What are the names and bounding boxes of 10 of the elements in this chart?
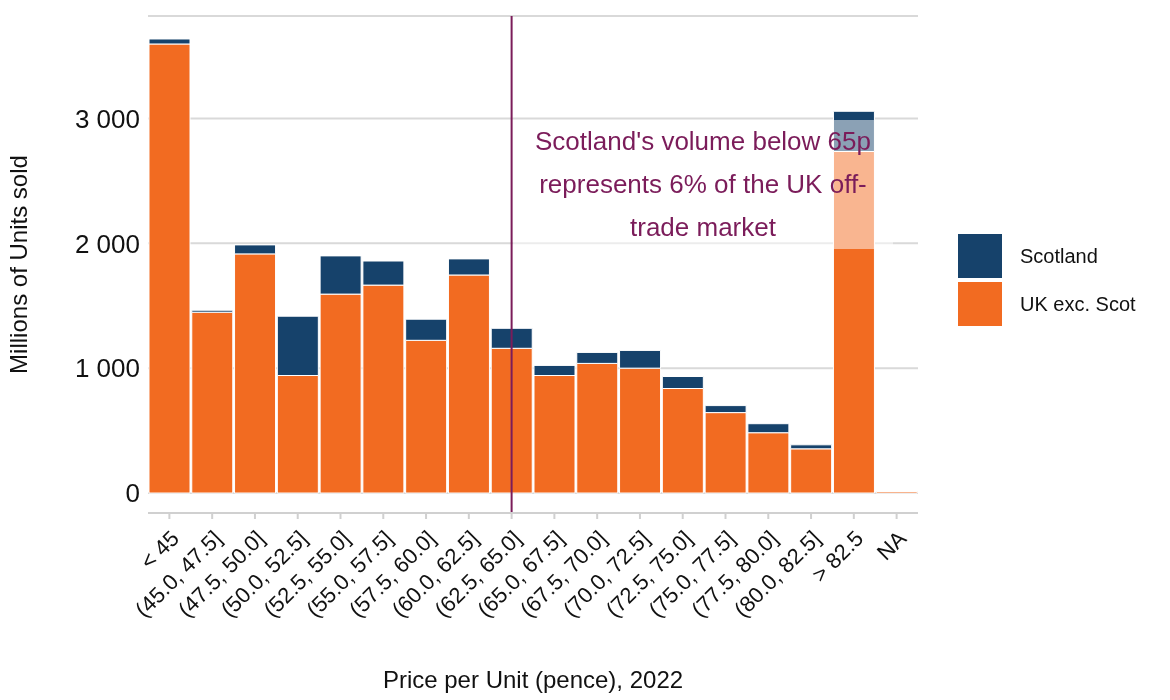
y-tick-label: 3 000 <box>74 103 140 134</box>
legend-label: UK exc. Scot <box>1020 292 1136 316</box>
y-tick-label: 0 <box>125 478 140 509</box>
x-axis-title: Price per Unit (pence), 2022 <box>382 666 684 693</box>
y-axis-title: Millions of Units sold <box>4 155 32 374</box>
y-tick-label: 1 000 <box>74 353 140 384</box>
y-tick-label: 2 000 <box>74 228 140 259</box>
legend-label: Scotland <box>1020 244 1098 268</box>
x-tick-label: NA <box>871 525 912 566</box>
x-tick-label: < 45 <box>135 525 184 575</box>
